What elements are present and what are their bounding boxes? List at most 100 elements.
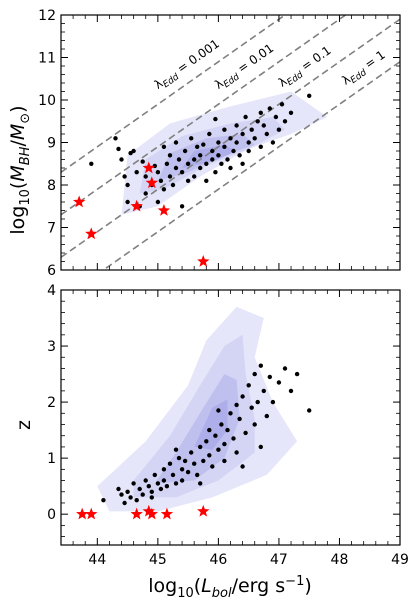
top-data-point bbox=[176, 157, 182, 162]
top-data-point bbox=[158, 178, 164, 183]
top-y-tick-label: 10 bbox=[38, 93, 56, 109]
bottom-data-point bbox=[234, 402, 239, 408]
top-data-point bbox=[173, 140, 179, 145]
bottom-data-point bbox=[137, 486, 142, 492]
bottom-data-point bbox=[140, 492, 145, 497]
top-plot-area bbox=[61, 15, 400, 270]
top-data-point bbox=[216, 153, 221, 158]
bottom-data-point bbox=[149, 495, 154, 500]
bottom-data-point bbox=[134, 498, 139, 503]
bottom-data-point bbox=[246, 383, 251, 388]
bottom-data-point bbox=[201, 458, 206, 464]
top-data-point bbox=[198, 153, 203, 158]
top-contour-level-4 bbox=[182, 144, 237, 168]
bottom-data-point bbox=[249, 405, 254, 410]
top-data-point bbox=[116, 146, 121, 152]
top-data-point bbox=[249, 127, 254, 132]
top-data-point bbox=[207, 131, 212, 137]
bottom-data-point bbox=[216, 447, 221, 452]
eddington-line-2 bbox=[61, 18, 400, 258]
top-data-point bbox=[140, 159, 145, 164]
top-data-point bbox=[237, 153, 242, 158]
bottom-data-point bbox=[119, 492, 124, 497]
bottom-data-point bbox=[228, 411, 233, 416]
top-data-point bbox=[258, 144, 263, 149]
top-data-point bbox=[210, 148, 215, 154]
top-data-point bbox=[234, 123, 239, 128]
bottom-contour-level-3 bbox=[154, 374, 240, 484]
top-data-point bbox=[185, 161, 191, 166]
top-data-point bbox=[282, 119, 288, 124]
top-data-point bbox=[246, 148, 251, 154]
bottom-data-point bbox=[267, 374, 272, 380]
top-star-point bbox=[130, 199, 143, 212]
top-star-point bbox=[72, 195, 86, 208]
top-data-point bbox=[222, 127, 227, 132]
top-star-point bbox=[145, 176, 158, 189]
top-y-tick-label: 9 bbox=[47, 136, 56, 152]
bottom-data-point bbox=[149, 489, 154, 494]
bottom-x-tick-label: 47 bbox=[270, 552, 288, 568]
top-data-point bbox=[164, 161, 170, 166]
bottom-data-point bbox=[146, 484, 151, 489]
top-star-point bbox=[85, 227, 98, 240]
top-data-point bbox=[161, 144, 167, 149]
bottom-data-point bbox=[192, 461, 197, 466]
top-data-point bbox=[288, 110, 294, 116]
bottom-data-point bbox=[282, 366, 288, 371]
top-data-point bbox=[270, 140, 276, 145]
bottom-data-point bbox=[161, 467, 167, 472]
bottom-data-point bbox=[252, 371, 257, 377]
bottom-data-point bbox=[222, 458, 227, 464]
top-star-point bbox=[157, 204, 171, 216]
bottom-y-axis-label: z bbox=[13, 420, 35, 430]
bottom-data-point bbox=[258, 444, 263, 450]
top-data-point bbox=[273, 114, 279, 120]
bottom-data-point bbox=[195, 472, 200, 478]
eddington-line-0 bbox=[61, 15, 287, 173]
bottom-data-point bbox=[125, 489, 130, 494]
bottom-x-tick-label: 46 bbox=[209, 552, 227, 568]
top-data-point bbox=[234, 140, 239, 145]
top-data-point bbox=[261, 123, 266, 128]
bottom-data-point bbox=[198, 481, 203, 486]
bottom-data-point bbox=[270, 399, 276, 405]
top-data-point bbox=[307, 93, 312, 99]
bottom-data-point bbox=[161, 478, 167, 483]
top-data-point bbox=[246, 140, 251, 145]
bottom-data-point bbox=[131, 481, 136, 486]
top-data-point bbox=[182, 148, 188, 154]
bottom-data-point bbox=[198, 444, 203, 450]
bottom-data-point bbox=[116, 486, 121, 492]
bottom-star-point bbox=[197, 504, 210, 517]
x-axis-label: log10(Lbol/erg s−1) bbox=[148, 574, 312, 601]
bottom-x-tick-label: 49 bbox=[391, 552, 409, 568]
top-data-point bbox=[143, 191, 148, 196]
bottom-data-point bbox=[288, 388, 294, 394]
bottom-data-point bbox=[252, 422, 257, 427]
top-star-point bbox=[142, 161, 155, 174]
bottom-data-point bbox=[307, 408, 312, 413]
top-data-point bbox=[255, 119, 260, 124]
top-data-point bbox=[170, 182, 176, 188]
top-data-point bbox=[243, 114, 248, 120]
top-data-point bbox=[231, 148, 236, 154]
bottom-y-tick-label: 3 bbox=[47, 339, 56, 355]
top-data-point bbox=[189, 136, 194, 141]
bottom-data-point bbox=[213, 433, 218, 438]
bottom-star-point bbox=[76, 507, 89, 520]
top-data-point bbox=[240, 131, 245, 137]
top-data-point bbox=[222, 144, 227, 149]
bottom-x-tick-label: 44 bbox=[88, 552, 106, 568]
top-data-point bbox=[122, 174, 127, 179]
bottom-data-point bbox=[204, 439, 209, 444]
bottom-data-point bbox=[173, 481, 179, 486]
bottom-data-point bbox=[143, 478, 148, 483]
top-data-point bbox=[204, 178, 209, 183]
top-y-tick-label: 12 bbox=[38, 8, 56, 24]
bottom-data-point bbox=[264, 413, 269, 419]
eddington-line-label-0: λEdd = 0.001 bbox=[152, 37, 224, 95]
top-data-point bbox=[228, 165, 233, 171]
top-y-tick-label: 8 bbox=[47, 178, 56, 194]
top-data-point bbox=[185, 178, 191, 183]
